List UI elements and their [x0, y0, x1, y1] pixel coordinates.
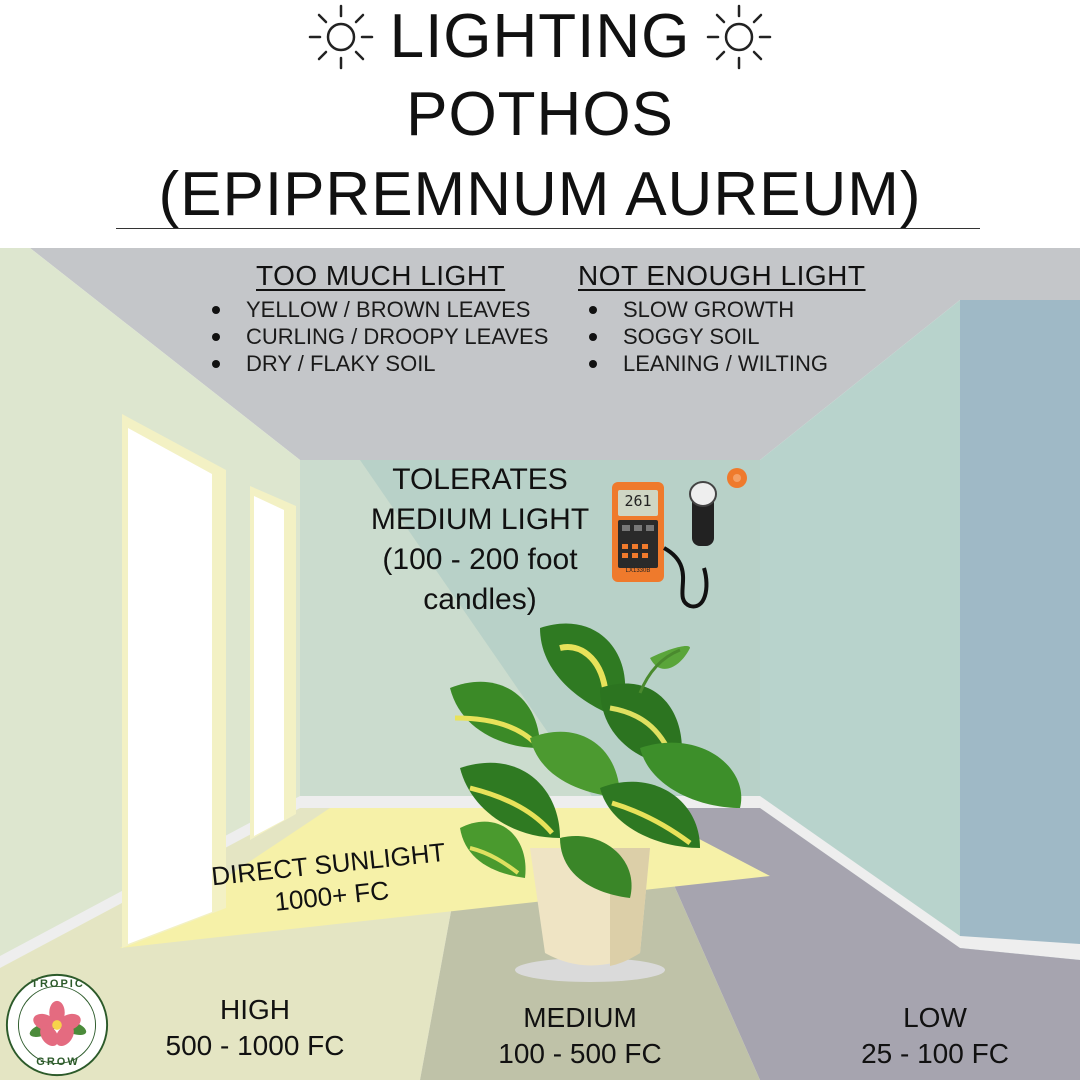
right-wall	[760, 300, 960, 948]
list-item: SOGGY SOIL	[585, 323, 828, 350]
zone-medium-label: MEDIUM 100 - 500 FC	[480, 1000, 680, 1072]
meter-model: LX1330B	[625, 568, 651, 574]
door	[254, 496, 284, 836]
flower-icon	[29, 1000, 87, 1047]
title-row: LIGHTING	[0, 2, 1080, 72]
title-divider	[116, 228, 980, 229]
pot-shadow	[515, 958, 665, 982]
list-item: SLOW GROWTH	[585, 296, 828, 323]
room-scene: 261 LX1330B TOO MUCH LIGHT YELLOW / BROW…	[0, 248, 1080, 1080]
too-much-light-heading: TOO MUCH LIGHT	[256, 260, 506, 291]
baseboard	[760, 796, 960, 948]
plant-name: POTHOS	[406, 80, 674, 149]
ceiling	[30, 248, 1080, 460]
list-item: YELLOW / BROWN LEAVES	[208, 296, 548, 323]
not-enough-light-heading: NOT ENOUGH LIGHT	[578, 260, 866, 291]
sun-icon	[308, 4, 373, 70]
zone-low-label: LOW 25 - 100 FC	[840, 1000, 1030, 1072]
zone-range: 25 - 100 FC	[861, 1038, 1009, 1069]
too-much-light-list: YELLOW / BROWN LEAVES CURLING / DROOPY L…	[208, 296, 548, 377]
tolerates-line: TOLERATES	[392, 463, 568, 496]
logo-top-text: TROPIC	[31, 978, 85, 990]
zone-range: 500 - 1000 FC	[165, 1030, 345, 1061]
zone-name: LOW	[903, 1002, 967, 1033]
zone-name: HIGH	[220, 994, 290, 1025]
list-item: LEANING / WILTING	[585, 350, 828, 377]
sun-icon	[707, 4, 772, 70]
pothos-plant	[450, 623, 742, 898]
tolerates-line: MEDIUM LIGHT	[370, 503, 590, 536]
tolerates-line: (100 - 200 foot	[382, 543, 578, 576]
not-enough-light-list: SLOW GROWTH SOGGY SOIL LEANING / WILTING	[585, 296, 828, 377]
list-item: DRY / FLAKY SOIL	[208, 350, 548, 377]
room-illustration	[0, 248, 1080, 1080]
tolerates-label: TOLERATES MEDIUM LIGHT (100 - 200 foot c…	[350, 460, 610, 620]
zone-range: 100 - 500 FC	[498, 1038, 662, 1069]
meter-reading: 261	[624, 492, 652, 510]
list-item: CURLING / DROOPY LEAVES	[208, 323, 548, 350]
plant-scientific-name: (EPIPREMNUM AUREUM)	[158, 160, 922, 229]
logo-bottom-text: GROW	[36, 1056, 80, 1068]
zone-name: MEDIUM	[523, 1002, 637, 1033]
light-meter-illustration	[612, 468, 747, 609]
tropic-grow-logo	[5, 973, 109, 1077]
right-panel-wall	[960, 300, 1080, 960]
door	[128, 428, 212, 944]
page-title: LIGHTING	[389, 2, 691, 71]
zone-high-label: HIGH 500 - 1000 FC	[150, 992, 360, 1064]
sunlight-patch	[120, 808, 770, 948]
baseboard	[960, 936, 1080, 960]
tolerates-line: candles)	[423, 583, 537, 616]
